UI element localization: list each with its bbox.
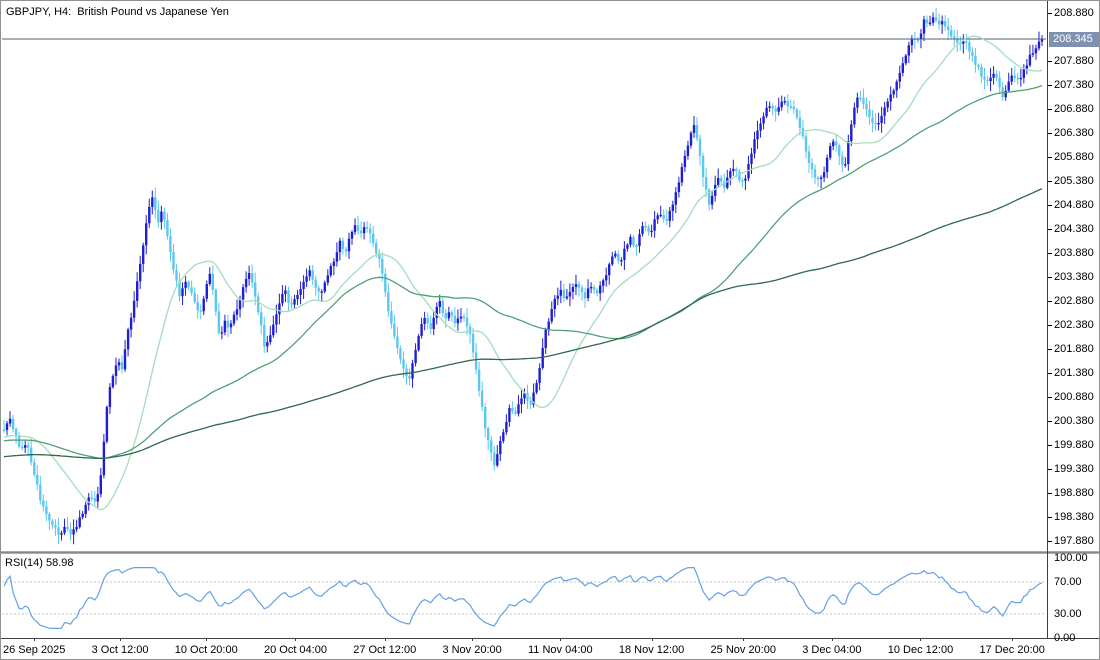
- price-tick-label: 206.380: [1054, 127, 1094, 140]
- rsi-scale-label: 0.00: [1054, 632, 1076, 644]
- price-tick: [1048, 301, 1052, 303]
- ma-fast-line: [3, 35, 1043, 511]
- price-tick-label: 202.880: [1054, 295, 1094, 308]
- rsi-scale-label: 70.00: [1054, 576, 1082, 588]
- time-tick-label: 3 Dec 04:00: [802, 638, 862, 659]
- time-tick-label: 10 Dec 12:00: [888, 638, 953, 659]
- price-tick: [1048, 373, 1052, 375]
- price-tick: [1048, 133, 1052, 135]
- rsi-value: 58.98: [45, 557, 74, 569]
- price-tick: [1048, 61, 1052, 63]
- time-axis[interactable]: 26 Sep 2025 3 Oct 12:00 10 Oct 20:00 20 Oct…: [1, 638, 1047, 659]
- ma-mid-line: [3, 84, 1043, 459]
- price-tick-label: 207.880: [1054, 55, 1094, 68]
- price-tick-label: 201.880: [1054, 343, 1094, 356]
- time-tick-label: 27 Oct 12:00: [353, 638, 416, 659]
- chart-title: GBPJPY, H4: British Pound vs Japanese Yen: [6, 6, 229, 18]
- price-tick: [1048, 109, 1052, 111]
- price-tick-label: 199.880: [1054, 439, 1094, 452]
- time-tick-label: 3 Nov 20:00: [442, 638, 502, 659]
- price-tick: [1048, 13, 1052, 15]
- price-tick-label: 199.380: [1054, 463, 1094, 476]
- price-tick: [1048, 157, 1052, 159]
- price-tick-label: 200.880: [1054, 391, 1094, 404]
- price-tick-label: 201.380: [1054, 367, 1094, 380]
- price-tick-label: 198.380: [1054, 511, 1094, 524]
- price-tick: [1048, 325, 1052, 327]
- price-tick-label: 200.380: [1054, 415, 1094, 428]
- rsi-canvas[interactable]: [1, 554, 1047, 638]
- main-chart-pane[interactable]: GBPJPY, H4: British Pound vs Japanese Yen: [1, 1, 1047, 551]
- price-tick-label: 197.880: [1054, 535, 1094, 548]
- price-tick: [1048, 397, 1052, 399]
- pane-separator-handle[interactable]: [1, 551, 1099, 554]
- candles-layer: [2, 7, 1044, 545]
- price-tick-label: 203.380: [1054, 271, 1094, 284]
- time-tick-label: 25 Nov 20:00: [711, 638, 776, 659]
- rsi-caption: RSI(14) 58.98: [5, 557, 74, 569]
- price-tick-label: 205.380: [1054, 175, 1094, 188]
- price-tick: [1048, 421, 1052, 423]
- rsi-label: RSI(14): [5, 557, 43, 569]
- chart-description: British Pound vs Japanese Yen: [77, 6, 229, 18]
- time-tick-label: 3 Oct 12:00: [92, 638, 149, 659]
- price-tick: [1048, 277, 1052, 279]
- price-tick: [1048, 349, 1052, 351]
- price-tick-label: 202.380: [1054, 319, 1094, 332]
- price-tick: [1048, 445, 1052, 447]
- ma-slow-line: [3, 188, 1043, 460]
- rsi-scale-label: 100.00: [1054, 552, 1088, 564]
- price-tick-label: 204.380: [1054, 223, 1094, 236]
- time-axis-line: [1, 638, 1099, 639]
- price-scale-separator: [1047, 1, 1048, 638]
- price-tick-label: 206.880: [1054, 103, 1094, 116]
- time-tick-label: 18 Nov 12:00: [619, 638, 684, 659]
- price-tick: [1048, 253, 1052, 255]
- price-tick: [1048, 469, 1052, 471]
- price-tick: [1048, 229, 1052, 231]
- price-tick-label: 207.380: [1054, 79, 1094, 92]
- price-scale[interactable]: 208.880 207.880 207.380 206.880 206.380 205.8…: [1048, 1, 1099, 644]
- chart-symbol-period: GBPJPY, H4:: [6, 6, 72, 18]
- time-tick-label: 10 Oct 20:00: [175, 638, 238, 659]
- rsi-indicator-pane[interactable]: RSI(14) 58.98: [1, 554, 1047, 638]
- price-tick: [1048, 181, 1052, 183]
- time-tick-label: 11 Nov 04:00: [528, 638, 593, 659]
- time-tick-label: 20 Oct 04:00: [264, 638, 327, 659]
- time-tick-label: 17 Dec 20:00: [979, 638, 1045, 659]
- price-tick-label: 203.880: [1054, 247, 1094, 260]
- price-tick: [1048, 517, 1052, 519]
- rsi-scale-label: 30.00: [1054, 608, 1082, 620]
- price-tick: [1048, 541, 1052, 543]
- price-tick: [1048, 493, 1052, 495]
- price-tick-label: 198.880: [1054, 487, 1094, 500]
- current-price-badge: 208.345: [1049, 31, 1099, 47]
- price-tick: [1048, 205, 1052, 207]
- price-tick: [1048, 85, 1052, 87]
- time-tick-label: 26 Sep 2025: [3, 638, 65, 659]
- price-tick-label: 204.880: [1054, 199, 1094, 212]
- price-tick-label: 208.880: [1054, 7, 1094, 20]
- rsi-line: [3, 567, 1043, 629]
- price-chart-canvas[interactable]: [1, 1, 1047, 551]
- price-tick-label: 205.880: [1054, 151, 1094, 164]
